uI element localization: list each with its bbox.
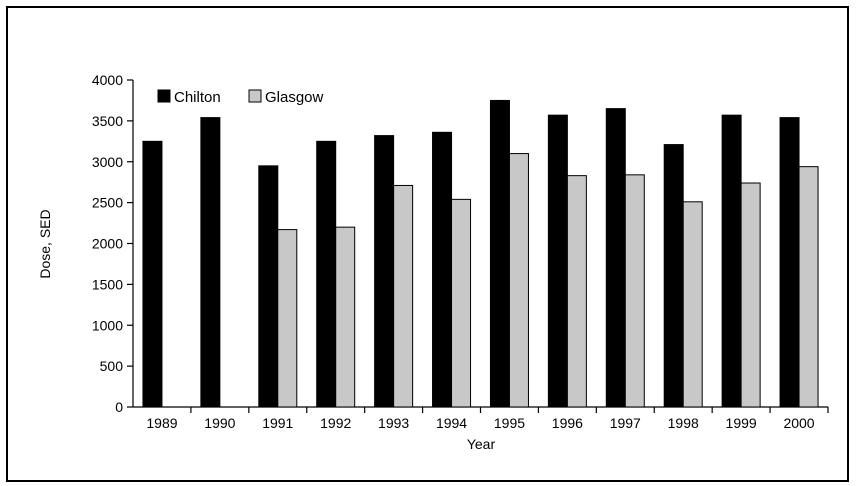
bar-chilton-1999	[721, 114, 742, 408]
legend-swatch-glasgow	[248, 89, 262, 103]
bar-glasgow-1992	[335, 226, 356, 408]
y-tick-label: 3500	[92, 113, 123, 129]
x-tick-label: 1991	[262, 415, 293, 431]
x-tick-label: 2000	[783, 415, 814, 431]
y-tick-label: 0	[115, 399, 123, 415]
y-tick-label: 1500	[92, 276, 123, 292]
axes: 0 500 1000 1500 2000 2500 3000 3500 4000 1989 1990…	[92, 72, 829, 431]
bar-glasgow-1998	[682, 201, 703, 408]
x-tick-label: 1989	[146, 415, 177, 431]
legend: Chilton Glasgow	[157, 89, 324, 106]
x-tick-label: 1992	[320, 415, 351, 431]
x-tick-label: 1999	[726, 415, 757, 431]
x-tick-label: 1994	[436, 415, 467, 431]
y-tick-label: 1000	[92, 317, 123, 333]
x-tick-label: 1996	[552, 415, 583, 431]
x-tick-label: 1997	[610, 415, 641, 431]
y-tick-label: 2500	[92, 195, 123, 211]
bar-glasgow-1994	[451, 198, 472, 408]
bar-glasgow-2000	[798, 166, 819, 408]
bar-chilton-1993	[374, 135, 395, 408]
x-tick-label: 1990	[204, 415, 235, 431]
bar-chilton-1989	[142, 140, 163, 408]
y-axis-label: Dose, SED	[37, 209, 53, 278]
y-tick-label: 500	[100, 358, 124, 374]
bar-glasgow-1996	[566, 175, 587, 408]
bar-chilton-1994	[432, 131, 453, 408]
bar-chilton-1992	[316, 140, 337, 408]
bar-chilton-1995	[489, 99, 510, 408]
y-tick-label: 4000	[92, 72, 123, 88]
bar-chilton-1998	[663, 144, 684, 408]
bar-chilton-1996	[547, 114, 568, 408]
bar-glasgow-1993	[393, 184, 414, 408]
bar-chart: 0 500 1000 1500 2000 2500 3000 3500 4000 1989 1990…	[37, 72, 829, 452]
x-axis-label: Year	[467, 436, 496, 452]
bar-chilton-1997	[605, 108, 626, 408]
bar-glasgow-1995	[508, 153, 529, 408]
bar-chilton-1991	[258, 165, 279, 408]
chart-frame: 0 500 1000 1500 2000 2500 3000 3500 4000 1989 1990…	[6, 6, 849, 482]
legend-swatch-chilton	[157, 89, 171, 103]
y-tick-label: 3000	[92, 154, 123, 170]
x-tick-label: 1993	[378, 415, 409, 431]
x-tick-label: 1995	[494, 415, 525, 431]
bar-glasgow-1999	[740, 182, 761, 408]
bar-glasgow-1991	[277, 229, 298, 408]
legend-label-chilton: Chilton	[174, 89, 221, 106]
legend-label-glasgow: Glasgow	[265, 89, 324, 106]
bar-glasgow-1997	[624, 174, 645, 408]
y-tick-label: 2000	[92, 236, 123, 252]
bars	[142, 99, 819, 408]
bar-chilton-2000	[779, 117, 800, 408]
bar-chilton-1990	[200, 117, 221, 408]
x-tick-label: 1998	[668, 415, 699, 431]
